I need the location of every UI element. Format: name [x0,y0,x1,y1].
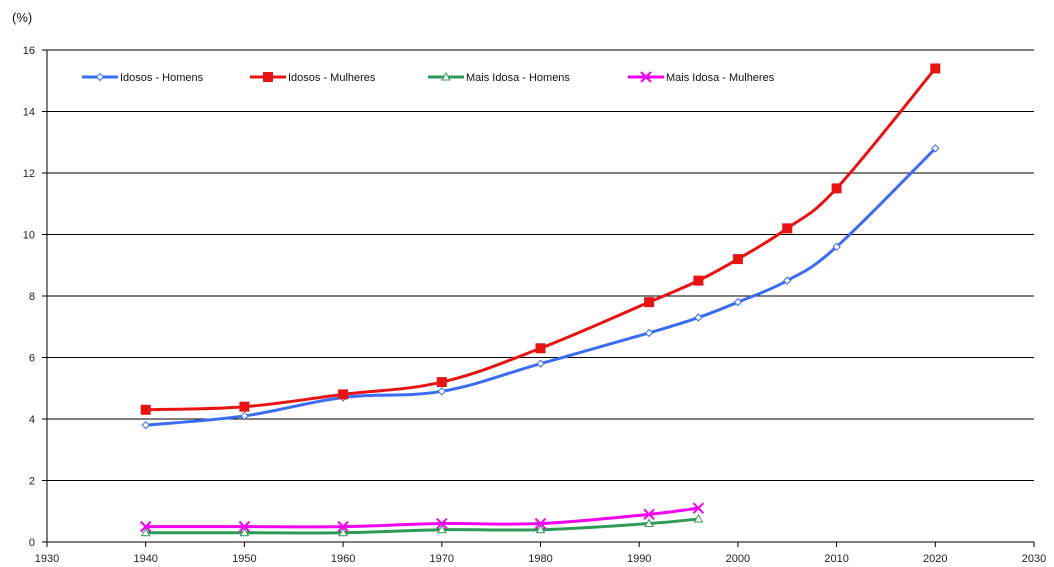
legend-label: Mais Idosa - Homens [466,72,570,84]
y-tick-label: 4 [29,414,35,426]
legend-label: Idosos - Mulheres [288,72,376,84]
series-lines [144,66,937,535]
data-point-s4-2 [238,520,251,533]
data-point-s3-3 [338,527,348,537]
series-line-2 [144,66,937,412]
data-point-s1-8 [733,297,743,307]
data-point-s4-2-stroke-b [238,520,251,533]
data-point-s1-11 [931,144,940,153]
tick-labels: 0 2 4 6 8 10 12 14 16 1930 1940 1950 1960 1970 1980 199… [23,45,1046,565]
data-point-s1-5 [536,359,545,368]
data-point-s4-4 [436,517,448,530]
data-point-s3-7 [693,513,704,523]
data-point-s4-1 [139,520,152,533]
x-tick-label: 1930 [35,553,59,565]
data-point-s2-3 [338,389,349,400]
series-line-1 [144,146,937,427]
x-tick-label: 1970 [430,553,454,565]
x-tick-label: 1990 [627,553,651,565]
data-point-s1-4 [437,387,447,396]
data-point-s4-3-stroke-b [337,520,349,533]
grid-lines [47,49,1034,481]
y-tick-label: 2 [29,476,35,488]
legend-swatch-marker [640,71,652,83]
data-point-s4-6-stroke-b [643,508,655,521]
series-line-4 [144,506,700,529]
x-tick-label: 1950 [232,553,256,565]
x-tick-label: 1940 [133,553,157,565]
data-point-s2-6 [644,297,655,308]
data-point-s2-7 [693,275,704,286]
data-point-s4-4-stroke-b [436,517,448,530]
y-tick-label: 16 [23,45,35,57]
data-point-s2-2 [239,401,250,412]
data-point-s2-9 [782,223,793,234]
data-point-s3-5 [535,524,546,534]
data-point-s2-1 [140,404,151,415]
data-point-s2-8 [732,254,743,265]
legend-swatch-marker-stroke-b [640,71,652,83]
legend-item-2: Idosos - Mulheres [250,72,376,84]
data-point-s1-6 [644,328,654,338]
data-point-s3-1 [140,527,151,537]
y-tick-label: 8 [29,291,35,303]
data-point-s3-4 [436,524,447,534]
legend-item-3: Mais Idosa - Homens [428,71,570,84]
data-point-s3-2 [239,527,250,537]
data-point-s4-3 [337,520,349,533]
y-tick-label: 10 [23,230,35,242]
data-point-s1-9 [783,276,792,285]
data-point-s3-6 [644,518,654,528]
axes [42,49,1035,547]
y-tick-label: 14 [23,107,35,119]
legend-swatch-marker [441,71,451,81]
y-tick-label: 12 [23,168,35,180]
data-point-s1-2 [240,411,249,421]
data-point-s2-5 [535,343,546,354]
x-tick-label: 2030 [1022,553,1046,565]
x-tick-label: 1980 [528,553,552,565]
data-point-s2-4 [436,377,447,388]
data-point-s1-1 [141,420,150,430]
x-tick-label: 2020 [923,553,947,565]
data-point-s4-5-stroke-b [534,517,547,530]
y-tick-label: 0 [29,537,35,549]
data-point-s1-10 [832,242,841,252]
data-point-s4-7-stroke-b [692,502,705,514]
y-tick-label: 6 [29,353,35,365]
legend-item-4: Mais Idosa - Mulheres [628,71,775,84]
legend-item-1: Idosos - Homens [82,72,204,84]
data-point-s2-11 [930,63,941,74]
data-point-s4-7 [692,502,705,514]
legend-label: Idosos - Homens [120,72,204,84]
legend: Idosos - Homens Idosos - Mulheres Mais Ido… [82,71,775,84]
x-tick-label: 2000 [726,553,750,565]
legend-swatch-marker [95,72,105,82]
data-point-s4-5 [534,517,547,530]
data-point-s2-10 [831,183,842,194]
y-axis-unit-label: (%) [12,10,32,25]
legend-swatch-marker [263,72,273,82]
x-tick-label: 1960 [331,553,355,565]
x-tick-label: 2010 [824,553,848,565]
data-point-s1-7 [694,313,703,322]
data-point-s4-6 [643,508,655,521]
data-point-s4-1-stroke-b [139,520,152,533]
legend-label: Mais Idosa - Mulheres [666,72,775,84]
series-markers [139,63,941,537]
